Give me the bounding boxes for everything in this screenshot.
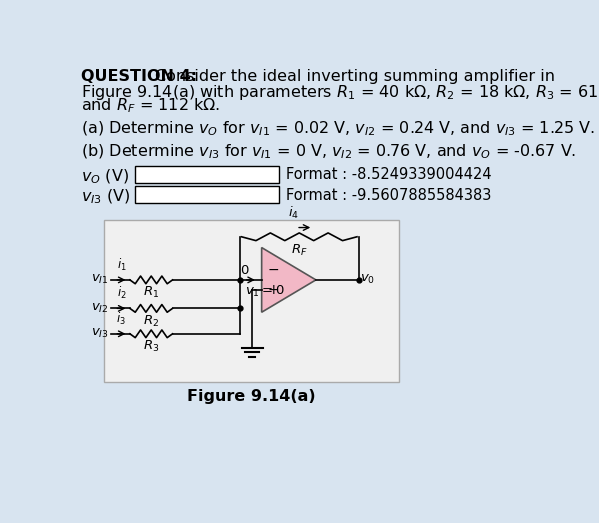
- Text: +: +: [268, 283, 280, 297]
- Text: $v_0$: $v_0$: [360, 274, 375, 287]
- Bar: [104, 220, 399, 382]
- Text: $R_1$: $R_1$: [143, 285, 159, 300]
- Text: −: −: [268, 263, 280, 277]
- Polygon shape: [262, 247, 316, 312]
- Text: QUESTION 4:: QUESTION 4:: [81, 69, 197, 84]
- Text: $i_1$: $i_1$: [116, 257, 126, 273]
- Text: (a) Determine $v_O$ for $v_{I1}$ = 0.02 V, $v_{I2}$ = 0.24 V, and $v_{I3}$ = 1.2: (a) Determine $v_O$ for $v_{I1}$ = 0.02 …: [81, 120, 595, 138]
- Text: Consider the ideal inverting summing amplifier in: Consider the ideal inverting summing amp…: [156, 69, 555, 84]
- Text: $i_4$: $i_4$: [288, 206, 298, 221]
- Text: $i_3$: $i_3$: [116, 311, 126, 327]
- Text: $v_1 = 0$: $v_1 = 0$: [246, 284, 285, 299]
- Text: Format : -8.5249339004424: Format : -8.5249339004424: [286, 167, 492, 183]
- Text: Figure 9.14(a) with parameters $R_1$ = 40 kΩ, $R_2$ = 18 kΩ, $R_3$ = 61 kΩ,: Figure 9.14(a) with parameters $R_1$ = 4…: [81, 83, 599, 102]
- Text: Figure 9.14(a): Figure 9.14(a): [187, 389, 316, 404]
- Text: $v_{I1}$: $v_{I1}$: [92, 274, 109, 287]
- Text: $v_{I3}$ (V): $v_{I3}$ (V): [81, 188, 131, 206]
- Text: Format : -9.5607885584383: Format : -9.5607885584383: [286, 188, 492, 202]
- Text: $R_3$: $R_3$: [143, 339, 159, 354]
- Text: $v_{I2}$: $v_{I2}$: [92, 302, 109, 315]
- Text: $R_F$: $R_F$: [291, 243, 307, 258]
- Text: 0: 0: [240, 264, 249, 277]
- Text: $v_O$ (V): $v_O$ (V): [81, 167, 129, 186]
- Text: $i_2$: $i_2$: [117, 286, 126, 301]
- Bar: [135, 186, 279, 203]
- Text: $R_2$: $R_2$: [143, 314, 159, 329]
- Text: and $R_F$ = 112 kΩ.: and $R_F$ = 112 kΩ.: [81, 97, 220, 116]
- Bar: [135, 166, 279, 183]
- Text: $v_{I3}$: $v_{I3}$: [91, 327, 109, 340]
- Text: (b) Determine $v_{I3}$ for $v_{I1}$ = 0 V, $v_{I2}$ = 0.76 V, and $v_O$ = -0.67 : (b) Determine $v_{I3}$ for $v_{I1}$ = 0 …: [81, 143, 576, 161]
